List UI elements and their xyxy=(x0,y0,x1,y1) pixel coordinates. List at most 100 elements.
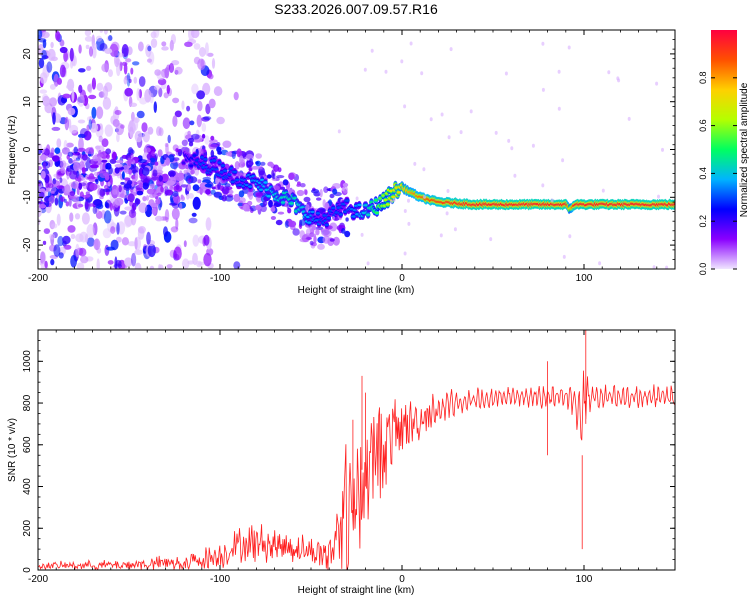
heatmap-cell xyxy=(147,243,156,258)
heatmap-cell xyxy=(288,172,295,180)
heatmap-cell xyxy=(453,227,457,232)
heatmap-cell xyxy=(61,147,70,155)
heatmap-cell xyxy=(108,35,113,41)
heatmap-cell xyxy=(76,187,80,196)
heatmap-cell xyxy=(363,67,367,72)
heatmap-cell xyxy=(236,148,242,158)
heatmap-cell xyxy=(170,226,179,233)
heatmap-cell xyxy=(562,254,566,259)
heatmap-cell xyxy=(384,69,388,74)
heatmap-cell xyxy=(550,198,554,203)
heatmap-cell xyxy=(103,210,112,224)
heatmap-cell xyxy=(385,203,390,206)
heatmap-cell xyxy=(138,89,142,99)
heatmap-cell xyxy=(123,177,131,181)
heatmap-cell xyxy=(355,196,359,201)
y-tick-label: 20 xyxy=(22,48,33,60)
heatmap-cell xyxy=(344,230,351,238)
heatmap-cell xyxy=(655,81,659,86)
heatmap-cell xyxy=(127,241,137,247)
heatmap-cell xyxy=(232,170,238,174)
heatmap-cell xyxy=(85,191,90,195)
heatmap-cell xyxy=(171,202,180,209)
heatmap-cell xyxy=(76,262,85,269)
heatmap-cell xyxy=(133,76,138,84)
heatmap-cell xyxy=(489,237,493,242)
y-tick-label: 0 xyxy=(22,146,33,152)
heatmap-cell xyxy=(66,171,70,180)
heatmap-cell xyxy=(41,31,50,39)
heatmap-cell xyxy=(49,84,56,90)
heatmap-cell xyxy=(154,85,161,91)
heatmap-cell xyxy=(268,199,273,208)
heatmap-cell xyxy=(48,196,55,204)
heatmap-cell xyxy=(134,249,144,255)
heatmap-cell xyxy=(234,161,240,170)
heatmap-cell xyxy=(92,46,97,59)
heatmap-cell xyxy=(51,155,60,162)
heatmap-cell xyxy=(67,196,77,199)
heatmap-cell xyxy=(322,199,326,208)
heatmap-cell xyxy=(86,176,96,180)
heatmap-cell xyxy=(181,139,188,146)
heatmap-cell xyxy=(152,169,158,177)
heatmap-cell xyxy=(70,181,79,190)
heatmap-cell xyxy=(403,209,407,213)
heatmap-cell xyxy=(357,203,362,207)
heatmap-cell xyxy=(187,137,195,143)
heatmap-cell xyxy=(220,164,226,167)
y-tick-label: 10 xyxy=(22,96,33,108)
heatmap-cell xyxy=(233,261,241,269)
heatmap-cell xyxy=(144,89,152,103)
heatmap-cell xyxy=(192,196,201,210)
heatmap-cell xyxy=(78,182,83,190)
heatmap-cell xyxy=(541,87,545,92)
heatmap-cell xyxy=(191,83,199,95)
heatmap-cell xyxy=(180,196,185,201)
heatmap-cell xyxy=(276,175,285,179)
heatmap-cell xyxy=(160,186,164,193)
y-tick-label: 600 xyxy=(22,436,33,453)
heatmap-cell xyxy=(422,167,426,172)
heatmap-cell xyxy=(231,151,236,160)
heatmap-cell xyxy=(287,207,292,214)
heatmap-cell xyxy=(205,188,211,195)
heatmap-cell xyxy=(78,137,84,152)
heatmap-cell xyxy=(52,112,56,125)
heatmap-cell xyxy=(71,88,75,102)
heatmap-cell xyxy=(567,45,571,50)
heatmap-cell xyxy=(204,42,209,56)
heatmap-cell xyxy=(121,171,125,180)
heatmap-cell xyxy=(104,173,110,181)
heatmap-cell xyxy=(98,135,103,143)
heatmap-cell xyxy=(96,82,104,92)
heatmap-cell xyxy=(389,199,393,204)
heatmap-cell xyxy=(219,171,224,174)
heatmap-cell xyxy=(329,238,335,242)
heatmap-cell xyxy=(116,222,120,235)
spectrogram-cells xyxy=(38,30,675,269)
heatmap-cell xyxy=(341,228,346,234)
heatmap-cell xyxy=(193,43,201,50)
heatmap-cell xyxy=(203,158,208,161)
heatmap-cell xyxy=(413,161,417,166)
heatmap-cell xyxy=(310,210,315,214)
heatmap-cell xyxy=(420,71,424,76)
heatmap-cell xyxy=(119,210,127,215)
colorbar: 0.0 0.2 0.4 0.6 0.8 Normalized spectral ampl… xyxy=(698,30,750,275)
heatmap-cell xyxy=(132,61,140,66)
heatmap-cell xyxy=(134,130,143,143)
heatmap-cell xyxy=(494,130,498,135)
heatmap-cell xyxy=(138,159,147,164)
heatmap-cell xyxy=(260,205,267,213)
heatmap-cell xyxy=(184,41,193,47)
heatmap-cell xyxy=(134,237,138,250)
heatmap-cell xyxy=(174,110,182,118)
heatmap-cell xyxy=(46,61,53,73)
y-tick-label: 400 xyxy=(22,478,33,495)
heatmap-cell xyxy=(81,154,88,161)
heatmap-cell xyxy=(91,77,96,90)
x-tick-label: -200 xyxy=(28,574,48,585)
heatmap-cell xyxy=(216,146,222,153)
heatmap-cell xyxy=(255,153,262,159)
